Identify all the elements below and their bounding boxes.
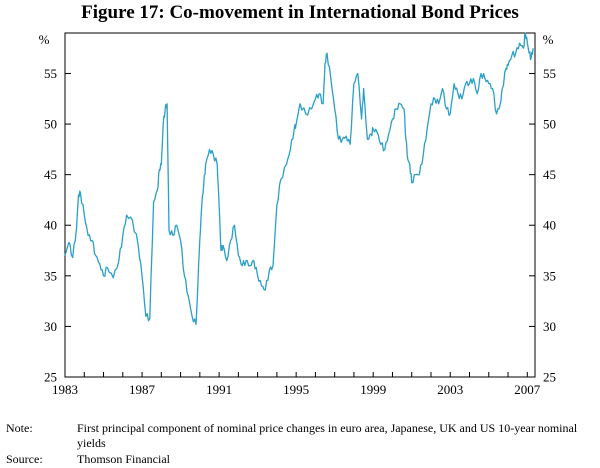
y-tick-label-left: 35 [44,268,57,283]
x-axis: 1983 1987 1991 1995 1999 2003 2007 [52,372,541,397]
y-axis-left: 25 30 35 40 45 50 55 [44,66,71,385]
x-tick-label: 1987 [129,382,156,397]
plot-frame [64,32,536,378]
x-tick-label: 2007 [514,382,541,397]
y-tick-label-left: 55 [44,66,57,81]
x-tick-label: 1995 [283,382,309,397]
source-text: Thomson Financial [77,452,170,466]
y-tick-label-right: 50 [543,117,556,132]
y-tick-label-right: 45 [543,167,556,182]
y-tick-label-right: 30 [543,319,556,334]
y-tick-label-right: 40 [543,218,556,233]
y-tick-label-right: 25 [543,370,556,385]
y-axis-unit-right: % [543,32,554,47]
y-axis-right: 25 30 35 40 45 50 55 [529,66,556,385]
source-label: Source: [6,452,43,466]
x-tick-label: 1991 [206,382,232,397]
y-tick-label-left: 25 [44,370,57,385]
y-tick-label-left: 30 [44,319,57,334]
series-line-co-movement [64,32,534,326]
x-tick-label: 1999 [360,382,386,397]
y-tick-label-left: 50 [44,117,57,132]
y-tick-label-right: 55 [543,66,556,81]
y-tick-label-right: 35 [543,268,556,283]
note-label: Note: [6,421,33,435]
y-axis-unit-left: % [39,32,50,47]
x-tick-label: 1983 [52,382,78,397]
plot-area [64,32,536,378]
y-tick-label-left: 40 [44,218,57,233]
x-tick-label: 2003 [437,382,463,397]
y-tick-label-left: 45 [44,167,57,182]
figure-title: Figure 17: Co-movement in International … [81,2,519,23]
note-text: First principal component of nominal pri… [77,421,578,450]
